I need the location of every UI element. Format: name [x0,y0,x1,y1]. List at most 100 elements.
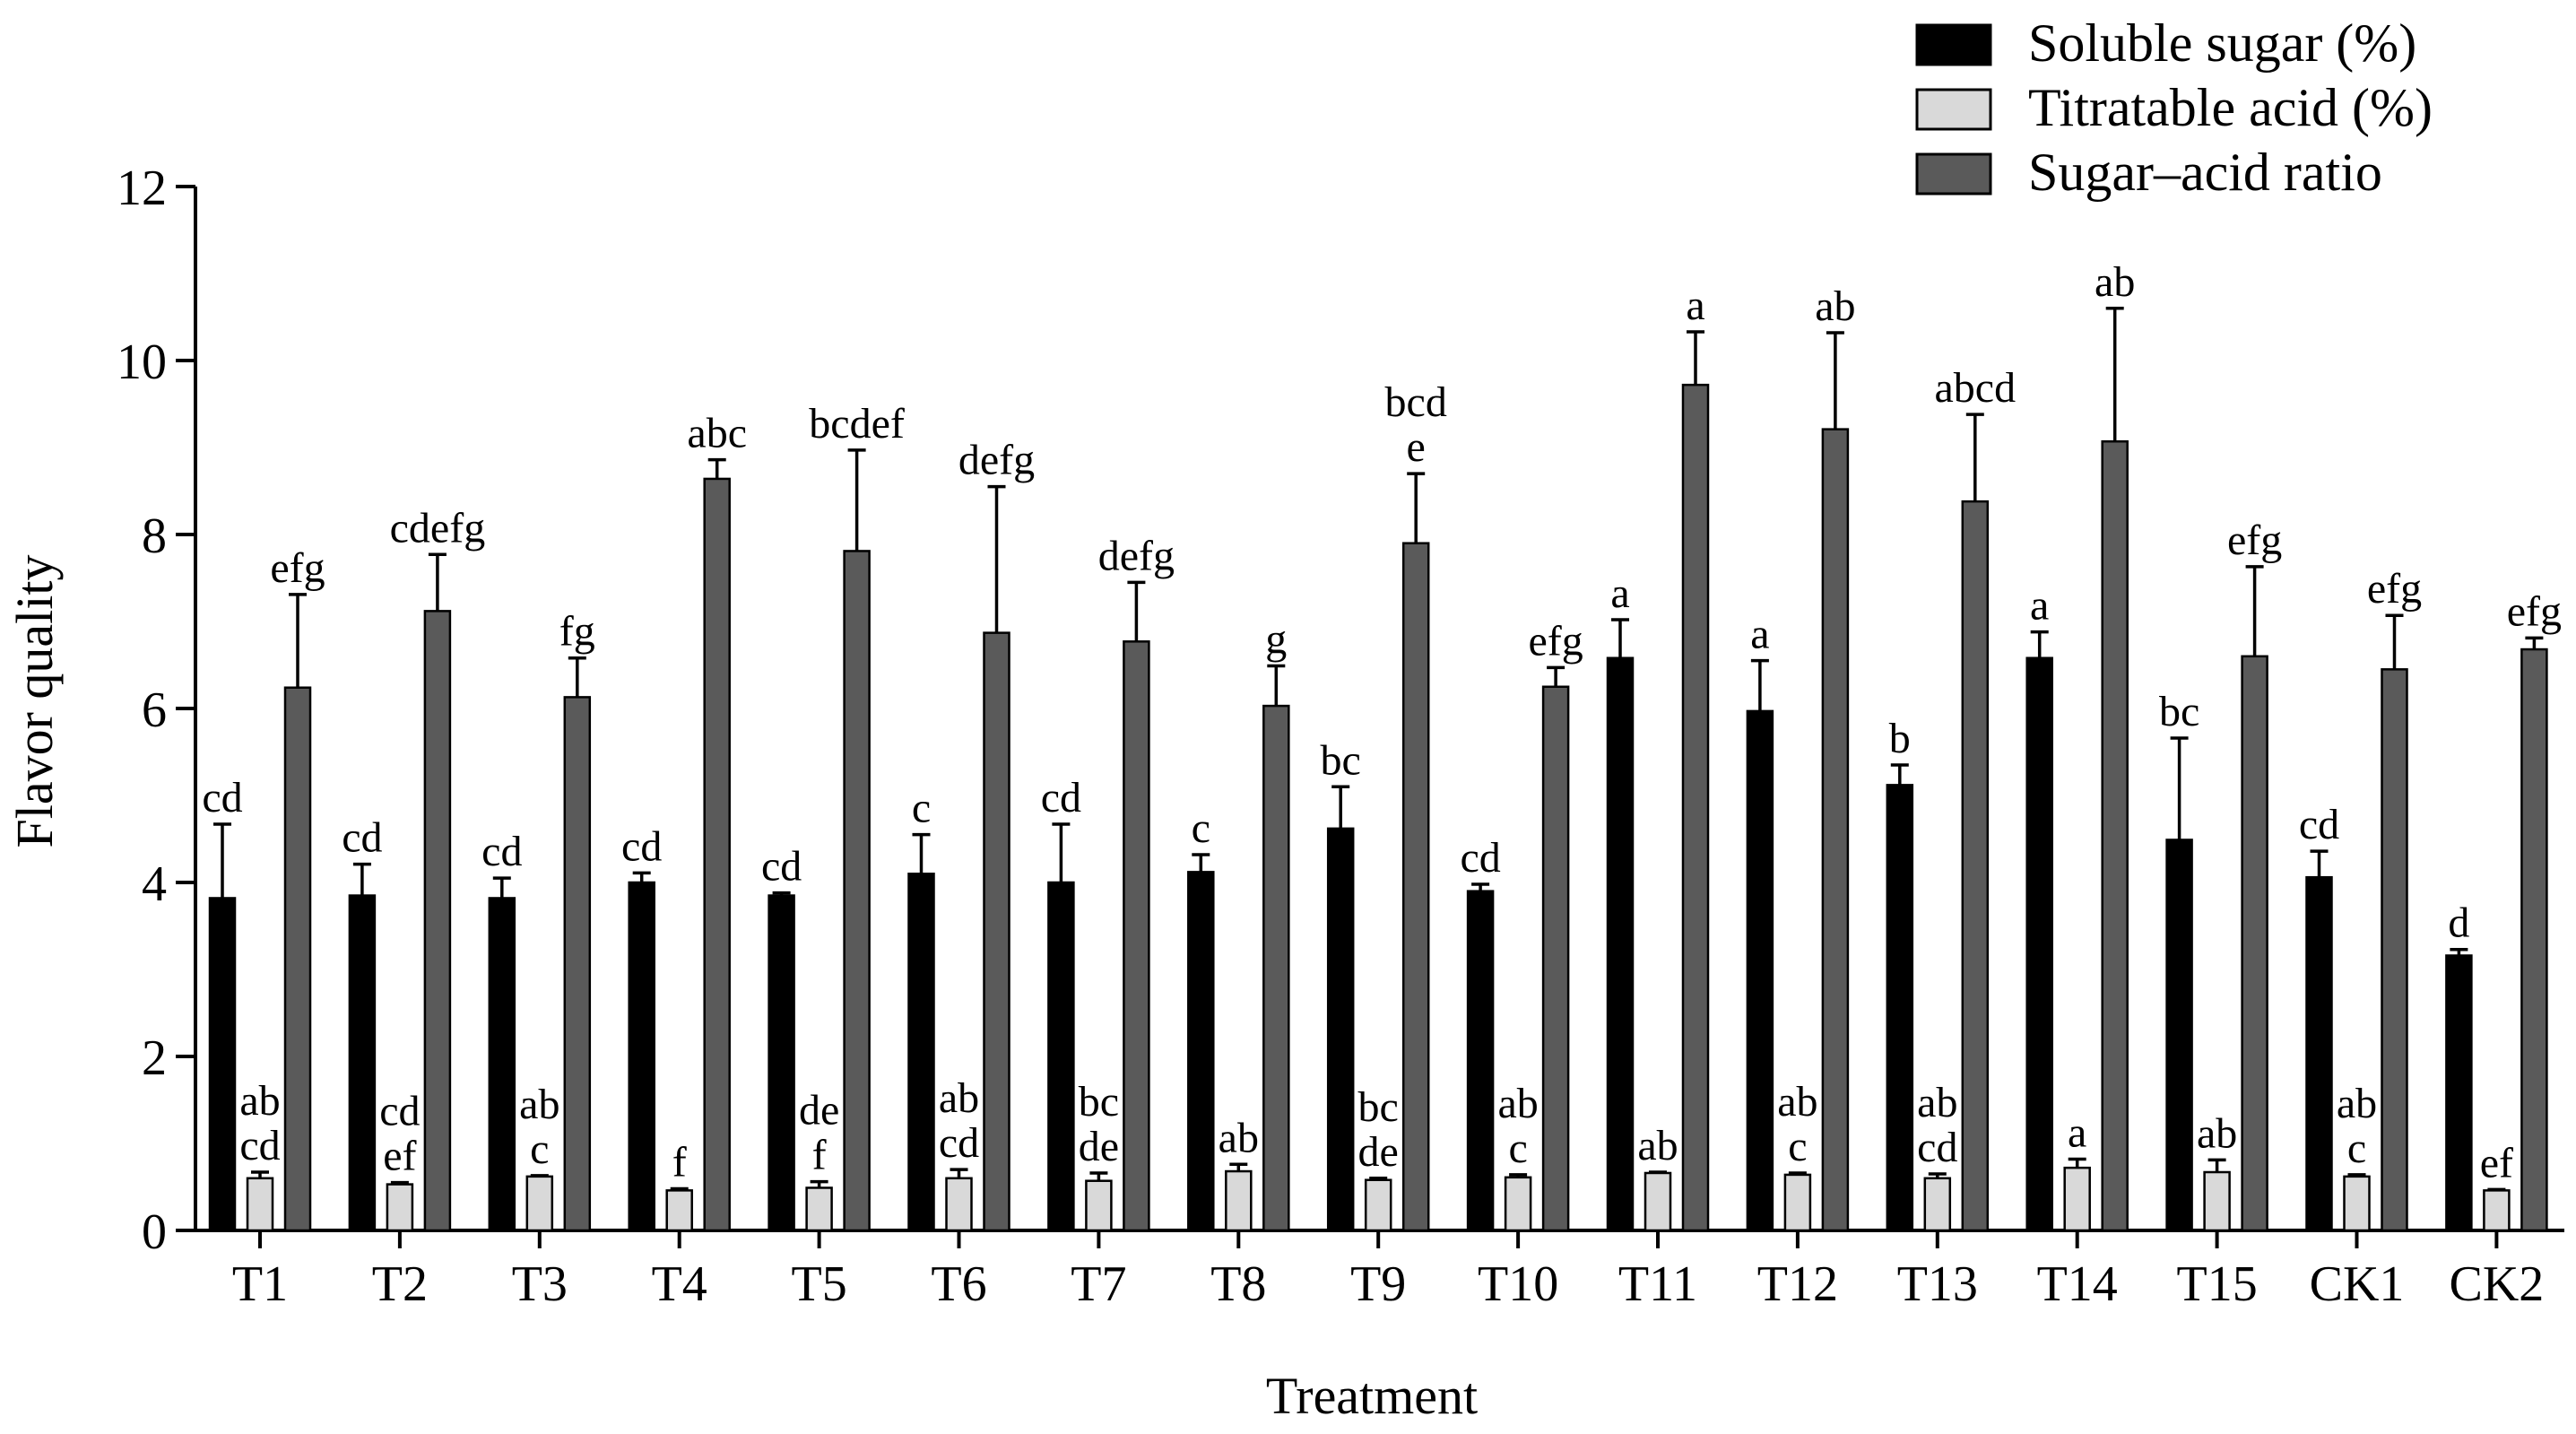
significance-label: f [812,1132,827,1179]
x-tick-label: CK1 [2310,1256,2405,1312]
significance-label: ab [1917,1079,1957,1126]
significance-label: d [2448,900,2469,947]
significance-label: fg [559,608,595,656]
x-tick-label: CK2 [2450,1256,2545,1312]
y-tick-label: 0 [142,1204,167,1260]
bar-T8-series-1 [1187,871,1215,1232]
bar-T8-series-3 [1262,704,1290,1232]
significance-label: cd [239,1122,280,1169]
bar-T4-series-1 [628,881,655,1232]
significance-label: defg [958,437,1035,484]
significance-label: a [2068,1108,2086,1156]
y-tick-label: 12 [117,161,167,216]
y-axis: 0 2 4 6 8 10 12 [117,161,197,1260]
significance-label: ab [239,1077,280,1125]
x-tick-label: T1 [232,1256,288,1312]
significance-label: a [1750,611,1769,658]
legend-label-3: Sugar–acid ratio [2028,143,2382,202]
y-axis-title: Flavor quality [5,554,64,847]
bar-T1-series-2 [246,1177,274,1232]
bar-T3-series-3 [563,696,592,1232]
legend-label-2: Titratable acid (%) [2028,78,2433,137]
bar-CK2-series-1 [2445,954,2473,1232]
significance-label: ab [1815,282,1855,330]
significance-label: cd [202,774,242,821]
bar-T13-series-3 [1961,500,1990,1232]
significance-label: cd [761,843,802,891]
bar-T6-series-3 [983,631,1010,1232]
significance-label: ab [939,1074,979,1122]
bar-T11-series-2 [1644,1171,1672,1232]
bar-T11-series-1 [1606,656,1635,1232]
significance-label: bc [2159,688,2199,735]
significance-label: de [799,1087,839,1134]
legend-swatch-1 [1915,23,1992,66]
bar-T15-series-1 [2165,839,2193,1232]
significance-label: bcdef [809,400,905,448]
x-tick-label: T2 [372,1256,428,1312]
significance-label: ab [2095,258,2135,306]
bar-T3-series-1 [488,897,516,1232]
significance-label: ab [519,1081,559,1128]
significance-label: ef [2480,1139,2513,1186]
x-tick-label: T4 [652,1256,707,1312]
bar-T14-series-1 [2025,656,2053,1232]
bar-T9-series-2 [1364,1178,1392,1232]
significance-label: c [912,785,931,832]
bar-T1-series-1 [208,897,237,1232]
significance-label: a [1610,569,1629,617]
bar-T13-series-2 [1923,1177,1952,1232]
bar-T10-series-2 [1504,1176,1532,1232]
significance-label: cd [2299,801,2339,848]
significance-label: cd [1917,1124,1957,1171]
significance-label: c [530,1125,549,1173]
significance-label: defg [1098,532,1175,579]
significance-label: abcd [1934,364,2016,412]
significance-label: bc [1321,736,1361,784]
bar-T15-series-2 [2203,1170,2231,1232]
significance-label: efg [2507,587,2562,635]
bar-T5-series-2 [805,1186,833,1232]
y-tick-label: 10 [117,335,167,390]
bar-T6-series-1 [907,873,935,1232]
x-tick-label: T11 [1618,1256,1697,1312]
bar-T7-series-2 [1085,1179,1113,1232]
x-tick-label: T3 [512,1256,568,1312]
bar-T10-series-1 [1466,890,1495,1232]
significance-label: cd [621,822,662,870]
bar-T8-series-2 [1225,1169,1253,1232]
significance-label: ab [2337,1080,2377,1127]
significance-label: cd [481,828,522,875]
significance-label: a [2030,582,2049,630]
bar-CK2-series-3 [2520,647,2548,1232]
significance-label: cdefg [390,504,486,552]
significance-label: c [1508,1125,1527,1172]
significance-label: cd [1460,834,1500,882]
significance-label: ab [1777,1078,1817,1125]
significance-label: efg [270,544,325,592]
bar-T12-series-1 [1746,709,1774,1232]
significance-label: cd [939,1119,979,1167]
bar-CK2-series-2 [2483,1189,2511,1232]
significance-label: cd [379,1088,420,1135]
bar-T11-series-3 [1681,383,1710,1232]
bar-T2-series-2 [386,1183,414,1232]
bar-T10-series-3 [1541,685,1570,1232]
significance-label: f [672,1138,687,1186]
significance-label: de [1358,1128,1399,1176]
bar-T9-series-3 [1401,542,1430,1232]
bar-T1-series-3 [283,686,312,1232]
bar-T15-series-3 [2241,655,2268,1232]
bar-T13-series-1 [1886,784,1914,1232]
x-tick-label: T5 [791,1256,846,1312]
significance-label: ef [383,1133,416,1180]
bar-CK1-series-1 [2305,875,2333,1232]
bar-T2-series-1 [348,894,377,1232]
significance-label: g [1265,615,1287,663]
x-tick-label: T15 [2176,1256,2257,1312]
significance-label: bcd [1385,378,1447,426]
x-axis-title: Treatment [1266,1367,1478,1425]
significance-label: efg [1528,617,1583,665]
